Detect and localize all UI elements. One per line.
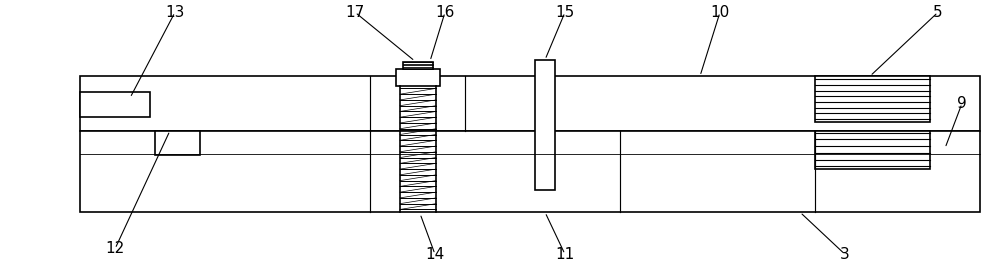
Text: 3: 3 [840,247,850,262]
Bar [815,131,930,169]
Bar [80,92,150,117]
Bar [396,69,440,86]
Text: 9: 9 [957,96,967,111]
Text: 11: 11 [555,247,575,262]
Bar [403,62,433,69]
Text: 15: 15 [555,5,575,20]
Bar [80,76,980,131]
Text: 5: 5 [933,5,943,20]
Text: 12: 12 [105,241,125,256]
Bar [535,60,555,190]
Bar [80,131,980,212]
Bar [155,131,200,155]
Text: 13: 13 [165,5,185,20]
Text: 17: 17 [345,5,365,20]
Text: 14: 14 [425,247,445,262]
Bar [815,76,930,122]
Text: 16: 16 [435,5,455,20]
Text: 10: 10 [710,5,730,20]
